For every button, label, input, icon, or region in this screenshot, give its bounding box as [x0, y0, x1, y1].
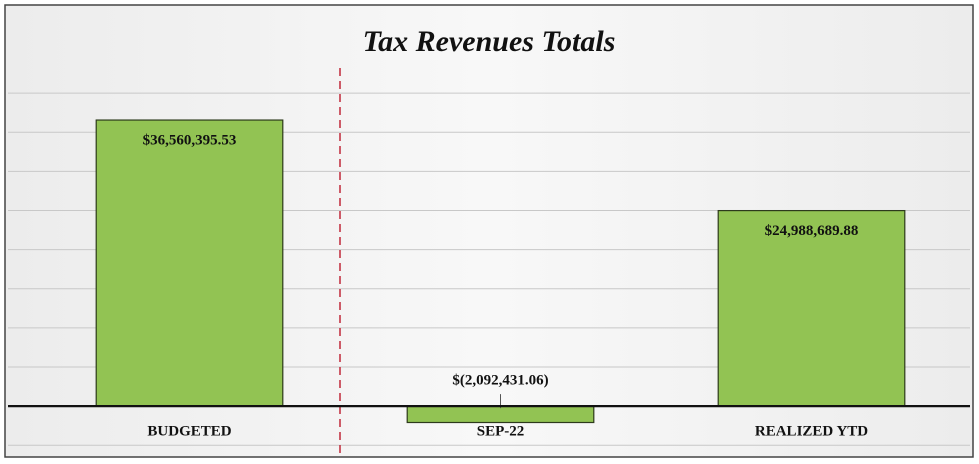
x-tick-label: REALIZED YTD: [755, 424, 868, 440]
x-tick-label: SEP-22: [477, 424, 525, 440]
value-label: $(2,092,431.06): [452, 373, 548, 389]
bar: [717, 209, 906, 407]
x-tick-label: BUDGETED: [147, 424, 231, 440]
bars: $36,560,395.53 BUDGETED $(2,092,431.06) SEP…: [8, 119, 970, 440]
value-label: $36,560,395.53: [143, 132, 237, 148]
value-label: $24,988,689.88: [765, 223, 859, 239]
chart-title: Tax Revenues Totals: [363, 25, 616, 58]
bar: [406, 405, 595, 424]
bar: [95, 119, 284, 407]
